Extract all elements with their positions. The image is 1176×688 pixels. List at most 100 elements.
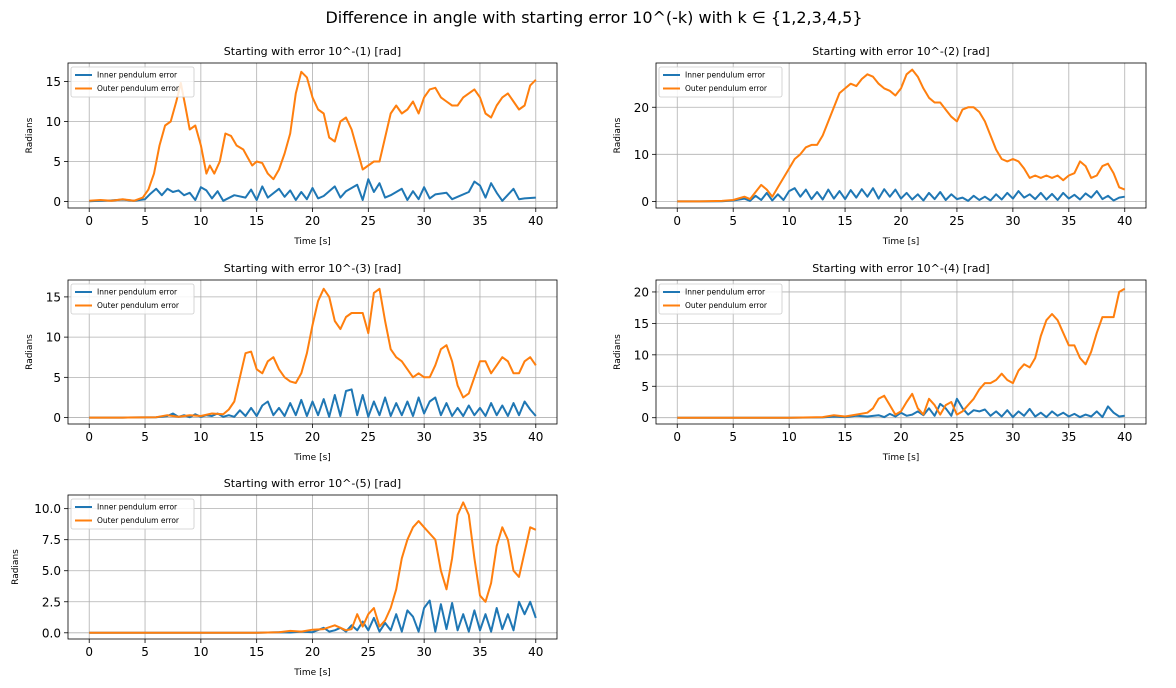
chart-4-ytick-label: 10 xyxy=(634,348,649,362)
chart-1-xtick-label: 25 xyxy=(361,214,376,228)
chart-5-xtick-label: 15 xyxy=(249,645,264,659)
chart-2-title: Starting with error 10^-(2) [rad] xyxy=(812,45,989,58)
chart-4-frame xyxy=(655,279,1147,425)
chart-3-ytick-label: 10 xyxy=(46,331,61,345)
chart-1-inner-series-line xyxy=(89,178,536,203)
chart-4-ytick-label: 0 xyxy=(641,411,649,425)
chart-2-xtick-label: 25 xyxy=(949,214,964,228)
chart-1-xtick-label: 40 xyxy=(528,214,543,228)
chart-3-ylabel: Radians xyxy=(25,334,35,370)
chart-3-frame xyxy=(67,279,558,425)
chart-4-legend-outer-label: Outer pendulum error xyxy=(685,301,768,310)
chart-1-xtick-label: 10 xyxy=(193,214,208,228)
chart-3-ytick-label: 5 xyxy=(53,371,61,385)
chart-5-frame xyxy=(67,494,558,640)
chart-2-xlabel: Time [s] xyxy=(882,237,920,247)
chart-2-ytick-label: 20 xyxy=(634,101,649,115)
chart-5-xlabel: Time [s] xyxy=(293,668,331,678)
chart-4-inner-series-line xyxy=(677,397,1125,419)
chart-5-xtick-label: 20 xyxy=(305,645,320,659)
chart-3-xlabel: Time [s] xyxy=(293,453,331,463)
chart-3-ytick-label: 0 xyxy=(53,411,61,425)
chart-4-legend-inner-label: Inner pendulum error xyxy=(685,288,766,297)
chart-1-xtick-label: 5 xyxy=(141,214,149,228)
chart-5-xtick-label: 35 xyxy=(472,645,487,659)
chart-4-xtick-label: 40 xyxy=(1117,430,1132,444)
chart-1-xtick-label: 35 xyxy=(472,214,487,228)
chart-5-ytick-label: 0.0 xyxy=(42,626,61,640)
chart-4-xtick-label: 35 xyxy=(1061,430,1076,444)
chart-1-frame xyxy=(67,62,558,209)
chart-4-xtick-label: 25 xyxy=(949,430,964,444)
chart-5-ytick-label: 5.0 xyxy=(42,564,61,578)
chart-5-ytick-label: 7.5 xyxy=(42,533,61,547)
chart-4-xlabel: Time [s] xyxy=(882,453,920,463)
chart-5-ylabel: Radians xyxy=(11,549,21,585)
chart-2-legend-box xyxy=(658,66,783,98)
chart-4-ytick-label: 20 xyxy=(634,285,649,299)
chart-5-ytick-label: 2.5 xyxy=(42,595,61,609)
chart-4-xtick-label: 5 xyxy=(729,430,737,444)
chart-5-outer-series-line xyxy=(89,501,537,634)
chart-3-legend-inner-label: Inner pendulum error xyxy=(97,288,178,297)
chart-2-inner-series-line xyxy=(677,187,1125,203)
chart-3-legend-box xyxy=(70,283,195,315)
chart-4: 0 5 10 15 20 25 30 35 40 0 5 10 15 20 Starting with er… xyxy=(613,262,1147,463)
chart-3-xtick-label: 20 xyxy=(305,430,320,444)
chart-5-legend: Inner pendulum error Outer pendulum error xyxy=(70,498,195,530)
chart-3: 0 5 10 15 20 25 30 35 40 0 5 10 15 Starting with erro… xyxy=(25,262,558,463)
chart-4-xtick-label: 30 xyxy=(1005,430,1020,444)
chart-5-xtick-label: 0 xyxy=(85,645,93,659)
chart-4-ytick-label: 5 xyxy=(641,380,649,394)
chart-1-xtick-label: 0 xyxy=(85,214,93,228)
chart-1: 0 5 10 15 20 25 30 35 40 0 5 10 15 Starting with erro… xyxy=(25,45,558,247)
chart-4-xtick-label: 10 xyxy=(781,430,796,444)
chart-1-ytick-label: 0 xyxy=(53,195,61,209)
chart-2: 0 5 10 15 20 25 30 35 40 0 10 20 Starting with error… xyxy=(613,45,1147,247)
chart-4-outer-series-line xyxy=(677,287,1126,419)
chart-1-ytick-label: 5 xyxy=(53,155,61,169)
chart-4-xtick-label: 0 xyxy=(673,430,681,444)
chart-5-legend-box xyxy=(70,498,195,530)
chart-1-ytick-label: 10 xyxy=(46,115,61,129)
chart-4-title: Starting with error 10^-(4) [rad] xyxy=(812,262,989,275)
chart-4-xtick-label: 20 xyxy=(893,430,908,444)
chart-1-outer-series-line xyxy=(89,70,537,202)
chart-1-xlabel: Time [s] xyxy=(293,237,331,247)
chart-1-legend-outer-label: Outer pendulum error xyxy=(97,84,180,93)
chart-4-legend: Inner pendulum error Outer pendulum error xyxy=(658,283,783,315)
chart-5-xtick-label: 5 xyxy=(141,645,149,659)
chart-3-legend-outer-label: Outer pendulum error xyxy=(97,301,180,310)
chart-2-xtick-label: 0 xyxy=(673,214,681,228)
chart-2-frame xyxy=(655,62,1147,209)
chart-1-xtick-label: 15 xyxy=(249,214,264,228)
chart-3-ytick-label: 15 xyxy=(46,290,61,304)
chart-5-legend-inner-label: Inner pendulum error xyxy=(97,503,178,512)
chart-2-ylabel: Radians xyxy=(613,117,623,153)
chart-2-xtick-label: 10 xyxy=(781,214,796,228)
chart-5: 0 5 10 15 20 25 30 35 40 0.0 2.5 5.0 7.5 10.0 Starting… xyxy=(11,477,558,678)
chart-2-outer-series-line xyxy=(677,68,1126,203)
chart-1-xtick-label: 20 xyxy=(305,214,320,228)
chart-3-xtick-label: 5 xyxy=(141,430,149,444)
chart-2-ytick-label: 10 xyxy=(634,148,649,162)
chart-3-xtick-label: 15 xyxy=(249,430,264,444)
chart-2-xtick-label: 5 xyxy=(729,214,737,228)
chart-5-xtick-label: 40 xyxy=(528,645,543,659)
chart-3-xtick-label: 10 xyxy=(193,430,208,444)
chart-1-ylabel: Radians xyxy=(25,117,35,153)
chart-3-xtick-label: 40 xyxy=(528,430,543,444)
chart-1-ytick-label: 15 xyxy=(46,75,61,89)
chart-2-ytick-label: 0 xyxy=(641,195,649,209)
chart-5-title: Starting with error 10^-(5) [rad] xyxy=(224,477,401,490)
figure-title: Difference in angle with starting error … xyxy=(325,8,862,27)
chart-2-xtick-label: 20 xyxy=(893,214,908,228)
chart-5-xtick-label: 10 xyxy=(193,645,208,659)
chart-3-xtick-label: 30 xyxy=(417,430,432,444)
chart-2-xtick-label: 15 xyxy=(837,214,852,228)
chart-2-xtick-label: 40 xyxy=(1117,214,1132,228)
chart-3-outer-series-line xyxy=(89,287,537,419)
chart-5-inner-series-line xyxy=(89,599,537,634)
chart-5-ytick-label: 10.0 xyxy=(34,502,61,516)
